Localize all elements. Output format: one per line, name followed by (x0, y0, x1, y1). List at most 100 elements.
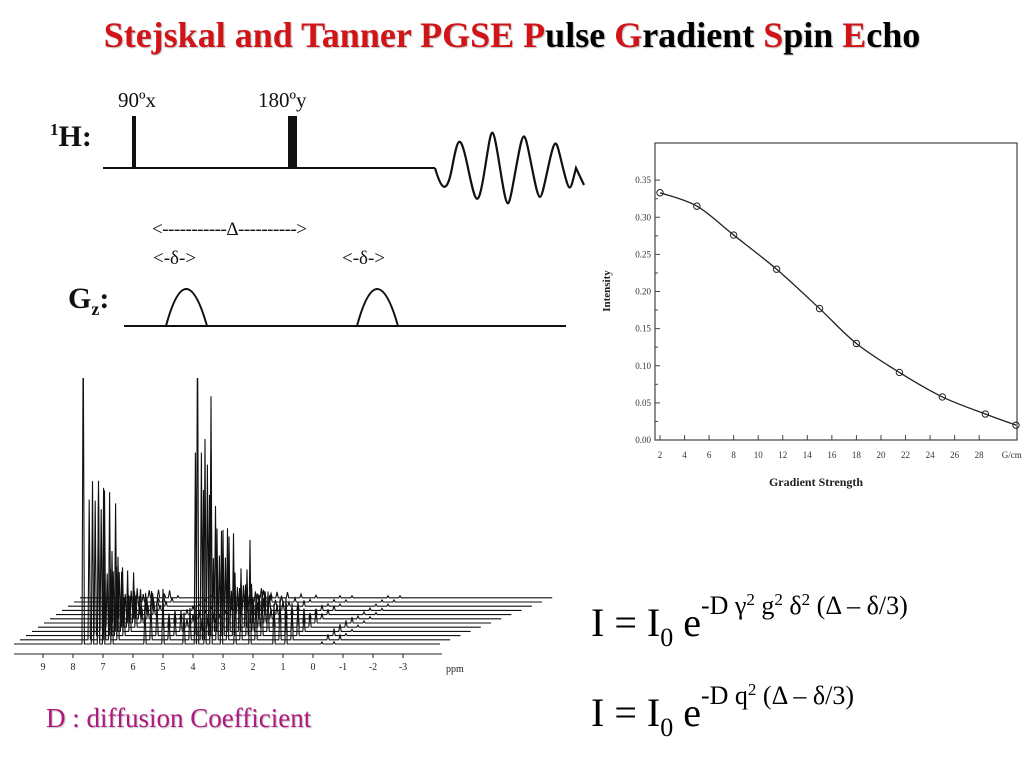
equation-1: I = I0 e-D γ2 g2 δ2 (Δ – δ/3) (591, 590, 908, 653)
chart-x-tick-label: 20 (876, 450, 886, 460)
eq2-exponent: -D q2 (Δ – δ/3) (700, 680, 854, 710)
gz-colon: : (99, 282, 110, 315)
chart-plot-frame (654, 142, 1018, 441)
eq1-exp-sup2: 2 (774, 590, 783, 609)
title-letter-g: G (614, 15, 643, 55)
chart-y-tick-label: 0.30 (635, 212, 651, 222)
chart-x-tick-label: 22 (901, 450, 910, 460)
eq1-base: e (673, 600, 701, 645)
title-radient: radient (642, 15, 764, 55)
eq2-exp-sup1: 2 (747, 680, 757, 699)
h-label-sup: 1 (50, 120, 59, 139)
spectrum-trace (44, 557, 491, 624)
title-part1: Stejskal and Tanner PGSE (103, 15, 524, 55)
spectrum-tick-label: -1 (339, 662, 347, 673)
diffusion-caption: D : diffusion Coefficient (46, 703, 312, 733)
chart-data-point (895, 368, 904, 377)
title-cho: cho (866, 15, 921, 55)
pulse-90 (132, 116, 136, 168)
spectrum-tick-label: 6 (131, 662, 136, 673)
chart-x-tick-label: 10 (754, 450, 764, 460)
chart-data-point (693, 202, 701, 210)
eq2-lhs: I = I (591, 690, 661, 735)
eq2-sub: 0 (660, 713, 674, 742)
eq1-exponent: -D γ2 g2 δ2 (Δ – δ/3) (700, 590, 908, 620)
chart-y-tick-label: 0.20 (635, 287, 651, 297)
pulse-sequence-diagram (103, 116, 585, 327)
chart-x-tick-label: 26 (950, 450, 960, 460)
chart-x-tick-label: 28 (975, 450, 985, 460)
eq1-exp-sup3: 2 (801, 590, 811, 609)
spectrum-tick-label: 9 (41, 662, 46, 673)
chart-series-line (659, 192, 1017, 426)
chart-x-tick-label: 2 (658, 450, 663, 460)
spectrum-trace (32, 505, 471, 632)
spectrum-tick-label: -3 (399, 662, 407, 673)
eq2-exp-b: (Δ – δ/3) (756, 681, 854, 710)
spectrum-tick-label: 7 (101, 662, 106, 673)
pulse-180 (288, 116, 297, 168)
title-letter-e: E (842, 15, 867, 55)
eq1-sub: 0 (660, 623, 674, 652)
chart-data-point (938, 393, 947, 401)
gz-sub: z (91, 299, 100, 319)
gz-label: G (68, 282, 92, 315)
spectrum-tick-label: 3 (221, 662, 226, 673)
gradient-pulse-2 (356, 288, 399, 327)
eq1-exp-b: g (754, 591, 775, 620)
title-pin: pin (783, 15, 843, 55)
eq1-exp-sup1: 2 (746, 590, 755, 609)
chart-y-axis-label: Intensity (601, 270, 613, 312)
equation-2: I = I0 e-D q2 (Δ – δ/3) (591, 680, 854, 743)
chart-data-point (656, 189, 664, 197)
eq1-exp-a: -D γ (700, 591, 747, 620)
chart-x-tick-label: 12 (778, 450, 787, 460)
slide-title: Stejskal and Tanner PGSE Pulse Gradient … (0, 14, 1024, 56)
spectrum-axis-ticks: 9 8 7 6 5 4 3 2 1 0 -1 -2 -3 (41, 654, 407, 673)
spectra-traces (14, 378, 553, 645)
eq2-exp-a: -D q (700, 681, 748, 710)
chart-x-tick-label: G/cm (1002, 450, 1022, 460)
chart-y-tick-label: 0.35 (635, 175, 651, 185)
chart-x-tick-label: 6 (707, 450, 712, 460)
spectrum-tick-label: -2 (369, 662, 377, 673)
spectrum-trace (74, 591, 542, 603)
pulse-90-label: 90ºx (118, 88, 157, 112)
proton-channel-label: 1H: (50, 120, 92, 154)
title-ulse: ulse (545, 15, 615, 55)
spectrum-axis-unit: ppm (446, 664, 464, 675)
pulse-180-label: 180ºy (258, 88, 307, 112)
chart-x-tick-label: 14 (803, 450, 813, 460)
spectrum-trace (50, 570, 502, 620)
spectrum-trace (38, 554, 481, 628)
small-delta-label-2: <-δ-> (342, 248, 386, 269)
title-letter-s: S (763, 15, 784, 55)
chart-data-point (772, 265, 781, 273)
chart-x-tick-label: 4 (682, 450, 687, 460)
small-delta-label-1: <-δ-> (153, 248, 197, 269)
chart-data-point (1012, 421, 1020, 429)
chart-y-ticks: 0.00 0.05 0.10 0.15 0.20 0.25 0.30 0.35 (635, 175, 660, 445)
chart-y-tick-label: 0.00 (635, 435, 651, 445)
chart-y-tick-label: 0.05 (635, 398, 651, 408)
big-delta-label: <-----------Δ----------> (152, 219, 307, 240)
chart-points (656, 189, 1020, 429)
spectrum-tick-label: 1 (281, 662, 286, 673)
chart-x-ticks: 2 4 6 8 10 12 14 16 18 20 22 24 26 28 G/cm (658, 435, 1022, 460)
spectrum-trace (62, 585, 522, 611)
attenuation-chart: 0.000.050.100.150.200.250.300.35 2 4 6 8 10 1… (601, 142, 1022, 489)
eq1-exp-c: δ (782, 591, 802, 620)
spectrum-trace (68, 587, 532, 607)
h-label: H: (58, 120, 92, 153)
eq2-base: e (673, 690, 701, 735)
chart-y-tick-label: 0.15 (635, 324, 651, 334)
spectrum-trace (14, 378, 440, 645)
chart-x-tick-label: 8 (731, 450, 736, 460)
spectrum-trace (20, 450, 451, 641)
chart-data-point (815, 304, 824, 313)
stacked-nmr-spectra: 9 8 7 6 5 4 3 2 1 0 -1 -2 -3 ppm (14, 378, 553, 675)
eq1-exp-d: (Δ – δ/3) (810, 591, 908, 620)
gradient-pulse-1 (165, 288, 208, 327)
chart-data-point (729, 231, 738, 239)
